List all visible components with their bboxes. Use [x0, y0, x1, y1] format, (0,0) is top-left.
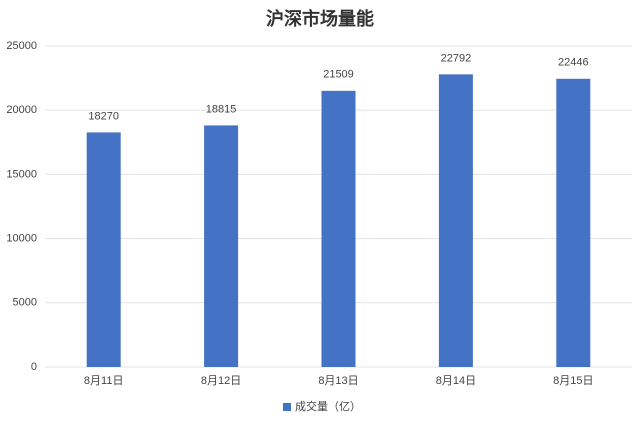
- data-label: 22446: [558, 57, 589, 69]
- y-tick-label: 0: [31, 361, 37, 373]
- x-tick-label: 8月15日: [553, 375, 593, 387]
- chart-title: 沪深市场量能: [266, 8, 374, 29]
- legend-label: 成交量（亿）: [295, 399, 361, 413]
- x-tick-label: 8月14日: [436, 375, 476, 387]
- bar: [204, 125, 239, 367]
- bar: [321, 90, 356, 368]
- y-tick-label: 20000: [6, 104, 37, 116]
- data-label: 22792: [441, 52, 472, 64]
- x-tick-label: 8月11日: [84, 375, 124, 387]
- bar: [556, 78, 591, 367]
- x-tick-label: 8月12日: [201, 375, 241, 387]
- y-tick-label: 10000: [6, 233, 37, 245]
- data-label: 18270: [88, 110, 119, 122]
- bar: [86, 132, 121, 367]
- legend-swatch: [283, 403, 291, 411]
- y-tick-label: 25000: [6, 40, 37, 52]
- bar: [438, 74, 473, 368]
- data-label: 18815: [206, 103, 237, 115]
- data-label: 21509: [323, 69, 354, 81]
- y-tick-label: 15000: [6, 168, 37, 180]
- x-tick-label: 8月13日: [318, 375, 358, 387]
- y-tick-label: 5000: [13, 297, 37, 309]
